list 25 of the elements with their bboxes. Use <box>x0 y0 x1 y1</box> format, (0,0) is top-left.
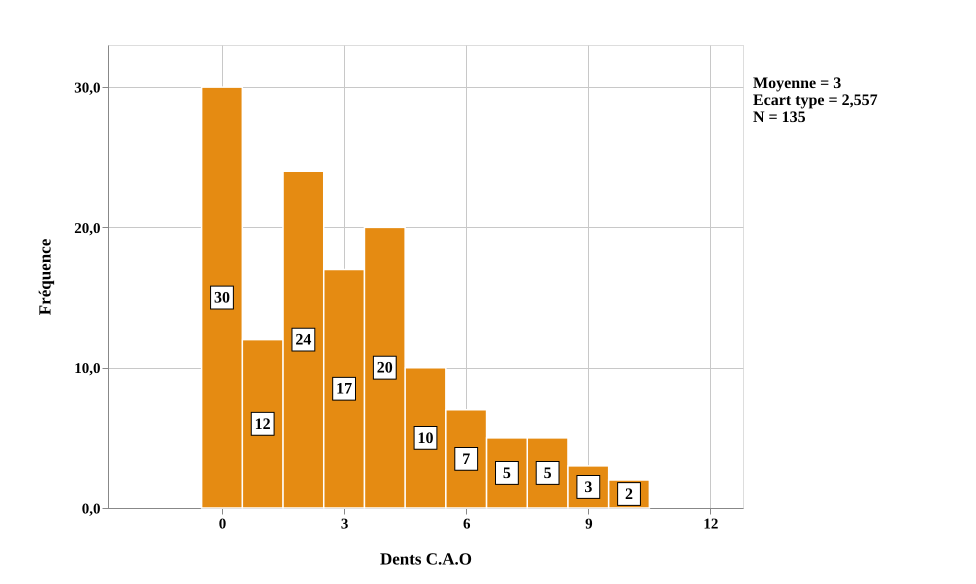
y-tick-label: 10,0 <box>74 361 100 378</box>
x-tick-label: 9 <box>585 516 593 532</box>
data-label: 3 <box>584 478 592 496</box>
text: N = 135 <box>753 109 806 126</box>
text: Ecart type = 2,557 <box>753 92 878 109</box>
text: Moyenne = 3 <box>753 75 842 92</box>
x-tick-label: 0 <box>218 516 226 532</box>
data-label: 30 <box>214 290 230 307</box>
data-label: 17 <box>336 380 352 398</box>
x-axis-title: Dents C.A.O <box>380 550 472 568</box>
data-label: 5 <box>502 464 511 482</box>
data-label: 5 <box>544 464 552 482</box>
x-tick-label: 6 <box>462 516 471 532</box>
y-tick-label: 20,0 <box>74 220 100 237</box>
data-label: 20 <box>376 360 393 377</box>
data-label: 2 <box>625 486 634 503</box>
data-label: 7 <box>462 450 470 468</box>
y-tick-label: 0,0 <box>82 502 100 518</box>
y-axis-title: Fréquence <box>35 238 54 316</box>
x-tick-label: 12 <box>703 516 718 532</box>
data-label: 24 <box>295 332 312 349</box>
x-tick-label: 3 <box>340 516 348 532</box>
data-label: 12 <box>254 416 271 433</box>
y-tick-label: 30,0 <box>74 80 100 97</box>
data-label: 10 <box>418 430 434 447</box>
